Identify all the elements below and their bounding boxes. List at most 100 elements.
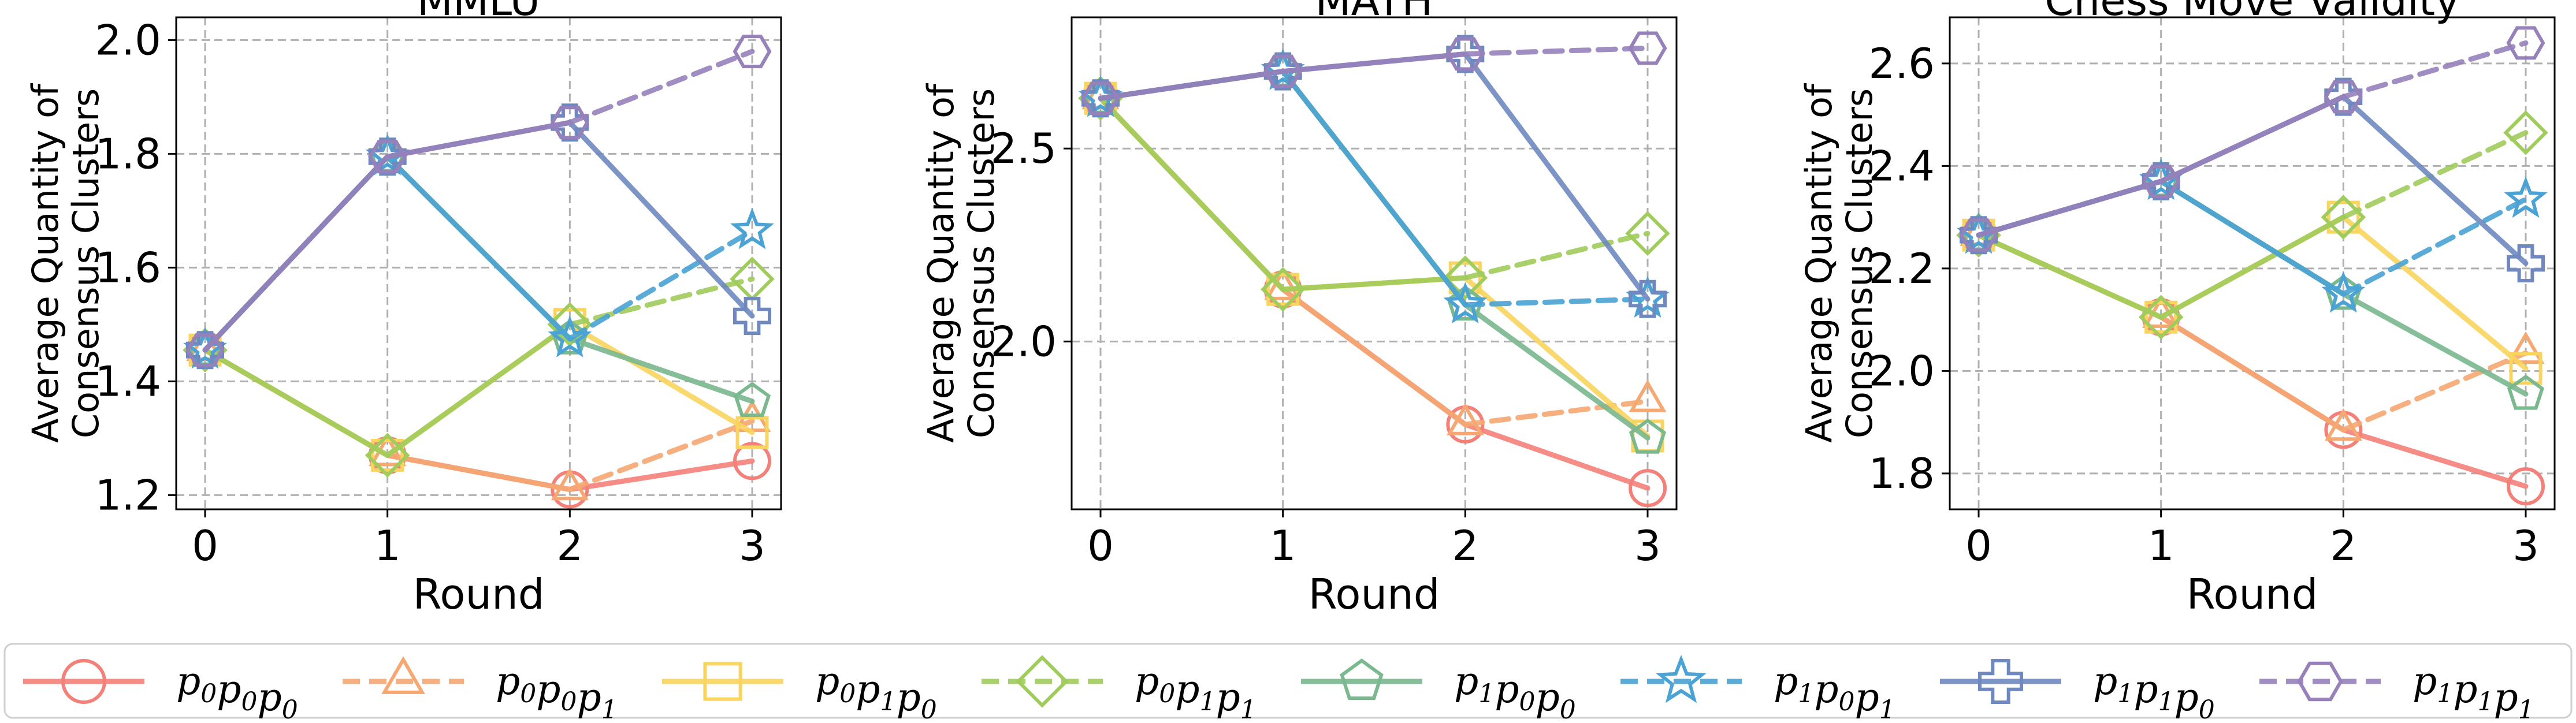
- x-tick-label: 2: [1452, 521, 1478, 570]
- data-point: [1446, 403, 1484, 435]
- data-point: [365, 433, 410, 478]
- data-point: [1628, 31, 1667, 65]
- data-point: [733, 442, 771, 480]
- y-axis-label: Average Quantity ofConsensus Clusters: [920, 83, 1002, 443]
- series-line-segment: [2340, 350, 2529, 433]
- data-point: [1081, 81, 1120, 115]
- series-line-segment: [1098, 69, 1286, 101]
- data-point: [1443, 255, 1488, 300]
- series-line-segment: [202, 154, 391, 353]
- x-tick-label: 2: [556, 521, 583, 570]
- x-tick-label: 3: [2512, 521, 2539, 570]
- data-point: [1446, 35, 1485, 73]
- series-line-segment: [1462, 302, 1651, 441]
- legend-marker: [1978, 659, 2023, 704]
- legend-item: p0p1p0: [662, 659, 937, 723]
- legend-marker: [703, 662, 742, 701]
- data-point: [1629, 379, 1667, 412]
- axes-frame: [1949, 16, 2556, 510]
- series-line-segment: [1462, 51, 1651, 302]
- series-line-segment: [1462, 398, 1651, 427]
- y-tick-label: 1.8: [1868, 449, 1935, 498]
- series-4: [1956, 110, 2548, 340]
- data-point: [733, 35, 772, 69]
- data-point: [1443, 281, 1488, 324]
- data-point: [2507, 244, 2545, 282]
- legend-item: p1p1p1: [2259, 659, 2534, 723]
- data-point: [2507, 331, 2545, 364]
- legend-marker: [2297, 661, 2343, 702]
- series-8: [1081, 31, 1667, 115]
- legend-marker: [1016, 655, 1069, 708]
- y-axis-label: Average Quantity ofConsensus Clusters: [24, 83, 107, 443]
- data-point: [2321, 195, 2366, 240]
- data-point: [1081, 79, 1120, 118]
- data-point: [2503, 110, 2548, 155]
- series-2: [1960, 213, 2545, 441]
- y-tick-label: 2.5: [990, 124, 1057, 173]
- data-point: [2509, 352, 2542, 385]
- series-line-segment: [567, 458, 755, 493]
- series-line-segment: [385, 452, 573, 493]
- series-line-segment: [2158, 178, 2346, 297]
- data-point: [2138, 295, 2184, 340]
- series-line-segment: [1280, 275, 1468, 292]
- data-point: [730, 207, 774, 249]
- data-point: [2507, 467, 2545, 506]
- chart-title: MATH: [1315, 0, 1433, 25]
- y-tick-label: 2.6: [1868, 39, 1935, 88]
- series-line-segment: [2340, 196, 2529, 297]
- data-point: [548, 315, 592, 357]
- series-1: [1081, 79, 1667, 508]
- series-line-segment: [1280, 286, 1468, 427]
- series-line-segment: [202, 347, 391, 458]
- data-point: [2506, 26, 2545, 60]
- legend-item: p1p1p0: [1940, 659, 2215, 723]
- data-point: [1960, 216, 1998, 255]
- legend-item: p0p1p1: [982, 655, 1257, 723]
- data-point: [547, 302, 593, 347]
- data-point: [185, 333, 225, 367]
- series-line-segment: [1280, 51, 1468, 74]
- series-4: [1078, 76, 1670, 312]
- legend-item: p0p0p1: [343, 656, 618, 723]
- data-point: [1263, 52, 1302, 91]
- y-tick-label: 2.0: [95, 16, 161, 64]
- grid: [176, 17, 781, 509]
- data-point: [2321, 271, 2366, 313]
- legend-label: p1p1p0: [2093, 659, 2215, 723]
- legend-label: p0p1p0: [815, 659, 937, 723]
- legend-marker: [61, 659, 106, 704]
- y-tick-label: 2.0: [990, 317, 1057, 366]
- series-line-segment: [2158, 314, 2346, 433]
- data-point: [2324, 80, 2363, 114]
- legend-marker: [1340, 658, 1384, 700]
- series-6: [1079, 48, 1670, 324]
- series-line-segment: [2158, 214, 2346, 320]
- axes-frame: [1070, 16, 1678, 510]
- y-axis-label: Average Quantity ofConsensus Clusters: [1798, 83, 1880, 443]
- data-point: [1260, 267, 1306, 312]
- x-axis-label: Round: [413, 570, 545, 618]
- y-tick-label: 2.0: [1868, 346, 1935, 395]
- legend-marker: [381, 656, 425, 694]
- data-point: [2324, 77, 2363, 116]
- y-tick-label: 2.2: [1868, 244, 1935, 293]
- legend-label: p1p0p1: [1774, 659, 1895, 723]
- data-point: [1959, 218, 1998, 252]
- series-8: [1959, 26, 2545, 252]
- chart-panel-2: 0 1 2 3 2.0 2.5 MATH Round Average Quantity ofCo…: [920, 0, 1678, 618]
- series-line-segment: [385, 322, 573, 458]
- series-7: [1081, 35, 1667, 318]
- series-3: [1084, 81, 1664, 453]
- data-point: [1445, 37, 1485, 71]
- series-line-segment: [1462, 230, 1651, 281]
- x-tick-label: 1: [374, 521, 401, 570]
- data-point: [1629, 469, 1667, 508]
- legend-label: p0p1p1: [1135, 659, 1257, 723]
- legend-label: p1p0p0: [1454, 659, 1576, 723]
- series-line-segment: [2340, 130, 2529, 220]
- data-point: [2507, 374, 2545, 410]
- series-line-segment: [385, 154, 573, 342]
